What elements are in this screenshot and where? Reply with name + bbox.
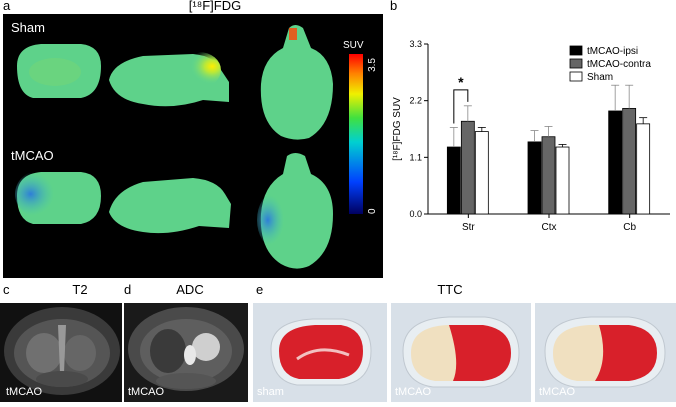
pet-brain-images: SUV 3.5 0 <box>15 25 378 269</box>
bar-sham-ctx <box>555 146 570 215</box>
legend: tMCAO-ipsi tMCAO-contra Sham <box>569 45 651 83</box>
bar-tmcao-ipsi-cb <box>608 110 623 215</box>
row-label-sham: Sham <box>11 20 45 35</box>
row-label-tmcao: tMCAO <box>11 148 54 163</box>
legend-swatch <box>569 45 583 56</box>
ttc-photo-sham: sham <box>253 303 387 402</box>
panel-d-title: ADC <box>176 282 204 297</box>
bar-tmcao-ipsi-str <box>446 146 461 215</box>
significance-star: * <box>458 74 464 90</box>
y-tick-label: 1.1 <box>409 152 422 162</box>
bar-tmcao-ipsi-ctx <box>527 141 542 215</box>
panel-b-label: b <box>390 0 398 13</box>
colorbar-title: SUV <box>343 40 364 51</box>
suv-colorbar <box>349 54 363 214</box>
adc-caption: tMCAO <box>128 386 165 398</box>
adc-mri-image <box>128 307 244 391</box>
ttc-tmcao-slice-1 <box>402 316 520 388</box>
panel-e-label: e <box>256 282 264 297</box>
t2-mri-panel: tMCAO <box>0 303 122 402</box>
bar-tmcao-contra-str <box>460 120 475 215</box>
ttc-caption-tmcao-2: tMCAO <box>539 386 576 398</box>
tmcao-coronal-slice <box>15 170 101 224</box>
fdg-bar-chart: 0.0 1.1 2.2 3.3 Str Ctx Cb [¹⁸F]FDG SUV tMCAO… <box>392 39 670 233</box>
legend-label: tMCAO-ipsi <box>587 46 638 57</box>
ttc-caption-tmcao-1: tMCAO <box>395 386 432 398</box>
sham-sagittal-slice <box>109 52 229 107</box>
bar-tmcao-contra-ctx <box>541 136 556 215</box>
legend-swatch <box>569 71 583 82</box>
colorbar-max-label: 3.5 <box>367 58 378 72</box>
ttc-photo-tmcao-2: tMCAO <box>535 303 676 402</box>
panel-a-title: [¹⁸F]FDG <box>188 0 242 13</box>
panel-c-title: T2 <box>72 282 88 297</box>
pet-image-panel: SUV 3.5 0 Sham tMCAO <box>3 14 383 278</box>
t2-mri-image <box>4 307 120 395</box>
bar-sham-cb <box>636 123 651 215</box>
legend-label: tMCAO-contra <box>587 59 651 70</box>
y-tick-label: 0.0 <box>409 209 422 219</box>
x-tick-label: Str <box>462 222 475 233</box>
panel-d-label: d <box>124 282 132 297</box>
x-tick-label: Cb <box>623 222 636 233</box>
adc-mri-panel: tMCAO <box>124 303 248 402</box>
t2-caption: tMCAO <box>6 386 43 398</box>
ttc-sham-slice <box>270 318 372 386</box>
tmcao-horizontal-slice <box>257 153 333 269</box>
y-axis-label: [¹⁸F]FDG SUV <box>392 97 403 161</box>
bar-tmcao-contra-cb <box>622 107 637 215</box>
ttc-tmcao-slice-2 <box>544 316 666 388</box>
x-tick-label: Ctx <box>542 222 557 233</box>
sham-coronal-slice <box>17 44 101 98</box>
ttc-caption-sham: sham <box>257 386 284 398</box>
bar-sham-str <box>474 131 489 215</box>
panel-e-title: TTC <box>437 282 463 297</box>
y-tick-label: 3.3 <box>409 39 422 49</box>
tmcao-sagittal-slice <box>109 178 231 234</box>
legend-label: Sham <box>587 72 613 83</box>
panel-c-label: c <box>3 282 10 297</box>
y-tick-label: 2.2 <box>409 96 422 106</box>
colorbar-min-label: 0 <box>367 208 378 214</box>
ttc-photo-tmcao-1: tMCAO <box>391 303 531 402</box>
panel-a-label: a <box>3 0 11 13</box>
significance-bracket: * <box>453 74 469 124</box>
legend-swatch <box>569 58 583 69</box>
sham-horizontal-slice <box>260 25 333 140</box>
